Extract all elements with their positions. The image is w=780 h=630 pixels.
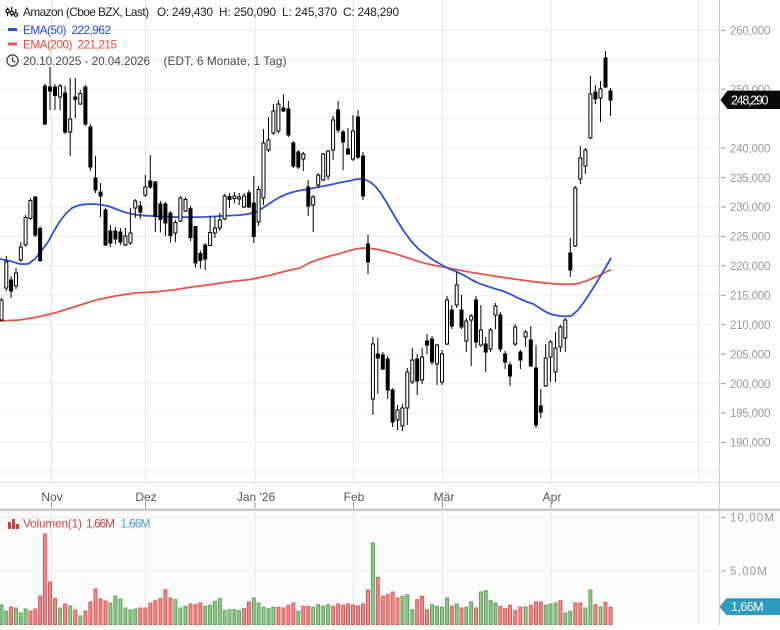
svg-text:20.10.2025 - 20.04.2026: 20.10.2025 - 20.04.2026 bbox=[23, 54, 150, 68]
svg-text:230,000: 230,000 bbox=[730, 202, 771, 214]
svg-text:5,00M: 5,00M bbox=[730, 566, 767, 578]
svg-text:1,66M: 1,66M bbox=[86, 517, 115, 531]
svg-text:Apr: Apr bbox=[543, 490, 562, 504]
svg-text:L: 245,370: L: 245,370 bbox=[282, 5, 337, 19]
svg-text:260,000: 260,000 bbox=[730, 26, 771, 38]
svg-text:O: 249,430: O: 249,430 bbox=[157, 5, 213, 19]
svg-text:H: 250,090: H: 250,090 bbox=[219, 5, 276, 19]
svg-text:Jan '26: Jan '26 bbox=[237, 490, 276, 504]
svg-text:200,000: 200,000 bbox=[730, 379, 771, 391]
svg-text:(EDT, 6 Monate, 1 Tag): (EDT, 6 Monate, 1 Tag) bbox=[164, 54, 287, 68]
svg-text:220,000: 220,000 bbox=[730, 261, 771, 273]
svg-text:Volumen(1): Volumen(1) bbox=[23, 517, 82, 531]
svg-text:195,000: 195,000 bbox=[730, 408, 771, 420]
svg-text:248,290: 248,290 bbox=[731, 93, 769, 107]
svg-text:EMA(200) 221,215: EMA(200) 221,215 bbox=[23, 38, 117, 52]
svg-text:Amazon (Cboe BZX, Last): Amazon (Cboe BZX, Last) bbox=[23, 5, 149, 19]
svg-text:190,000: 190,000 bbox=[730, 438, 771, 450]
svg-text:205,000: 205,000 bbox=[730, 349, 771, 361]
svg-text:215,000: 215,000 bbox=[730, 291, 771, 303]
svg-text:235,000: 235,000 bbox=[730, 173, 771, 185]
svg-text:1,66M: 1,66M bbox=[121, 517, 151, 531]
svg-text:EMA(50) 222,962: EMA(50) 222,962 bbox=[23, 23, 111, 37]
svg-text:225,000: 225,000 bbox=[730, 232, 771, 244]
svg-text:Dez: Dez bbox=[135, 490, 156, 504]
svg-text:240,000: 240,000 bbox=[730, 143, 771, 155]
svg-text:210,000: 210,000 bbox=[730, 320, 771, 332]
svg-text:Mär: Mär bbox=[434, 490, 455, 504]
svg-text:10,00M: 10,00M bbox=[730, 513, 774, 525]
svg-text:1,66M: 1,66M bbox=[731, 600, 764, 614]
svg-text:Nov: Nov bbox=[41, 490, 62, 504]
svg-text:Feb: Feb bbox=[344, 490, 365, 504]
svg-text:C: 248,290: C: 248,290 bbox=[343, 5, 399, 19]
